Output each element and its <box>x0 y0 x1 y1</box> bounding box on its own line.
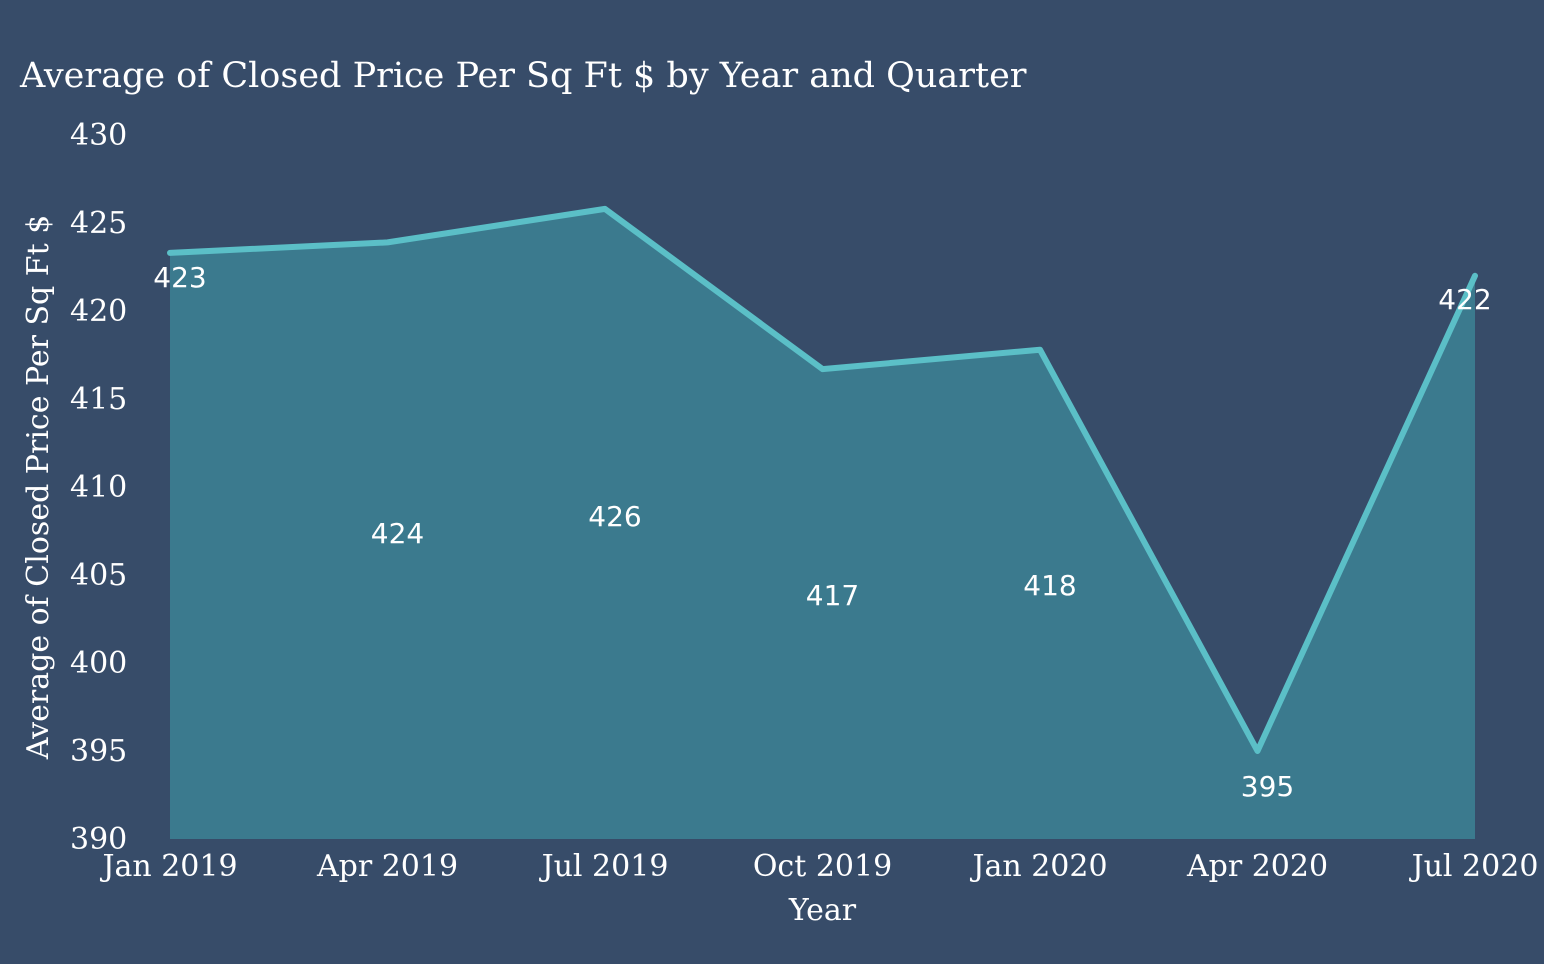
area-fill <box>170 208 1475 839</box>
x-axis: Jan 2019 Apr 2019 Jul 2019 Oct 2019 Jan 2020… <box>99 849 1538 884</box>
y-tick-label: 390 <box>70 822 127 857</box>
chart-title: Average of Closed Price Per Sq Ft $ by Y… <box>20 56 1027 96</box>
data-labels: 423 424 426 417 418 395 422 <box>153 261 1491 803</box>
y-tick-label: 415 <box>70 382 127 417</box>
x-tick-label: Jul 2019 <box>539 849 669 884</box>
y-tick-label: 425 <box>70 206 127 241</box>
data-label: 424 <box>371 517 424 550</box>
x-tick-label: Jan 2019 <box>99 849 237 884</box>
x-tick-label: Apr 2020 <box>1186 849 1328 884</box>
data-label: 417 <box>806 579 859 612</box>
data-label: 418 <box>1023 569 1076 602</box>
x-tick-label: Jan 2020 <box>969 849 1107 884</box>
y-tick-label: 410 <box>70 470 127 505</box>
y-axis: 390 395 400 405 410 415 420 425 430 <box>70 118 127 857</box>
x-tick-label: Oct 2019 <box>753 849 892 884</box>
y-tick-label: 430 <box>70 118 127 153</box>
x-tick-label: Apr 2019 <box>316 849 458 884</box>
y-tick-label: 400 <box>70 646 127 681</box>
y-tick-label: 395 <box>70 734 127 769</box>
y-axis-title: Average of Closed Price Per Sq Ft $ <box>21 215 56 761</box>
data-label: 426 <box>588 500 641 533</box>
x-axis-title: Year <box>788 893 857 928</box>
series-line <box>167 205 1478 754</box>
data-label: 423 <box>153 261 206 294</box>
data-label: 395 <box>1241 770 1294 803</box>
y-tick-label: 405 <box>70 558 127 593</box>
data-label: 422 <box>1438 283 1491 316</box>
x-tick-label: Jul 2020 <box>1409 849 1539 884</box>
y-tick-label: 420 <box>70 294 127 329</box>
